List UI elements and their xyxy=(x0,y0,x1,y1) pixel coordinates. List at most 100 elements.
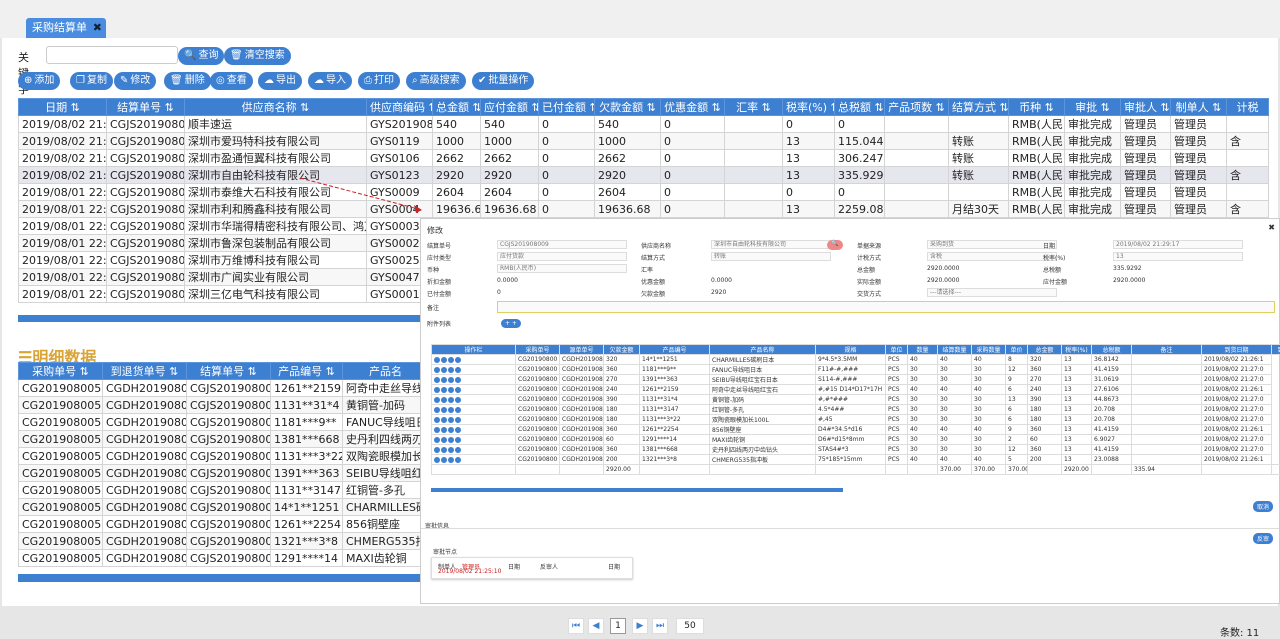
action-icon[interactable] xyxy=(455,397,461,403)
action-icon[interactable] xyxy=(434,357,440,363)
action-icon[interactable] xyxy=(448,447,454,453)
action-icon[interactable] xyxy=(441,387,447,393)
action-icon[interactable] xyxy=(448,457,454,463)
field-value[interactable]: ---请选择--- xyxy=(927,288,1057,297)
action-icon[interactable] xyxy=(448,367,454,373)
toolbar-button-3[interactable]: ✎修改 xyxy=(114,72,156,90)
action-icon[interactable] xyxy=(441,457,447,463)
column-header[interactable]: 源单单号 xyxy=(560,345,604,355)
column-header[interactable]: 总金额 ⇅ xyxy=(433,99,481,116)
detail-row[interactable]: CG201908005CGDH201908007CGJS201908009113… xyxy=(19,397,429,414)
column-header[interactable]: 单位 xyxy=(886,345,908,355)
add-attachment-button[interactable]: + + xyxy=(501,319,521,328)
table-row[interactable]: 2019/08/01 22:14CGJS201908008深圳市泰维大石科技有限… xyxy=(19,184,1269,201)
action-icon[interactable] xyxy=(455,407,461,413)
action-icon[interactable] xyxy=(434,437,440,443)
action-icon[interactable] xyxy=(448,417,454,423)
action-icon[interactable] xyxy=(455,427,461,433)
action-icon[interactable] xyxy=(455,367,461,373)
remark-input[interactable] xyxy=(497,301,1275,313)
table-row[interactable]: 2019/08/02 21:29CGJS201908009深圳市自由轮科技有限公… xyxy=(19,167,1269,184)
detail-scrollbar[interactable] xyxy=(18,574,428,582)
action-icon[interactable] xyxy=(448,407,454,413)
detail-row[interactable]: CG201908005CGDH201908006CGJS201908009126… xyxy=(19,516,429,533)
toolbar-button-9[interactable]: ⌕高级搜索 xyxy=(406,72,466,90)
column-header[interactable]: 产品名 xyxy=(343,363,429,380)
column-header[interactable]: 结算数量 xyxy=(938,345,972,355)
column-header[interactable]: 结算方式 ⇅ xyxy=(949,99,1009,116)
last-page-button[interactable]: ⏭ xyxy=(652,618,668,634)
column-header[interactable]: 欠款金额 ⇅ xyxy=(595,99,661,116)
action-icon[interactable] xyxy=(455,437,461,443)
action-icon[interactable] xyxy=(441,377,447,383)
column-header[interactable]: 已付金额 ⇅ xyxy=(539,99,595,116)
column-header[interactable]: 总税额 ⇅ xyxy=(835,99,885,116)
column-header[interactable]: 备注 xyxy=(1132,345,1202,355)
toolbar-button-4[interactable]: 🗑删除 xyxy=(164,72,211,90)
toolbar-button-7[interactable]: ☁导入 xyxy=(308,72,352,90)
action-icon[interactable] xyxy=(434,377,440,383)
column-header[interactable]: 供应商编码 ⇅ xyxy=(367,99,433,116)
column-header[interactable]: 到货 xyxy=(1272,345,1280,355)
column-header[interactable]: 欠款金额 xyxy=(604,345,640,355)
column-header[interactable]: 制单人 ⇅ xyxy=(1171,99,1227,116)
field-value[interactable]: 13 xyxy=(1113,252,1243,261)
field-value[interactable]: 含税 xyxy=(927,252,1057,261)
close-icon[interactable]: ✖ xyxy=(1268,223,1275,232)
prev-page-button[interactable]: ◀ xyxy=(588,618,604,634)
table-row[interactable]: 2019/08/02 21:37CGJS201908012顺丰速运GYS2019… xyxy=(19,116,1269,133)
action-icon[interactable] xyxy=(455,387,461,393)
action-icon[interactable] xyxy=(448,397,454,403)
first-page-button[interactable]: ⏮ xyxy=(568,618,584,634)
column-header[interactable]: 到货日期 xyxy=(1202,345,1272,355)
action-icon[interactable] xyxy=(441,447,447,453)
action-icon[interactable] xyxy=(441,417,447,423)
action-icon[interactable] xyxy=(434,457,440,463)
page-size-select[interactable]: 50 xyxy=(676,618,704,634)
column-header[interactable]: 计税 xyxy=(1227,99,1269,116)
column-header[interactable]: 采购数量 xyxy=(972,345,1006,355)
action-icon[interactable] xyxy=(455,447,461,453)
column-header[interactable]: 采购单号 ⇅ xyxy=(19,363,103,380)
items-scrollbar[interactable] xyxy=(431,488,843,492)
tab-purchase-settlement[interactable]: 采购结算单✖ xyxy=(26,18,106,38)
column-header[interactable]: 税率(%) xyxy=(1062,345,1092,355)
action-icon[interactable] xyxy=(448,437,454,443)
field-value[interactable]: RMB(人民币) xyxy=(497,264,627,273)
clear-search-button[interactable]: 🗑清空搜索 xyxy=(224,47,291,65)
action-icon[interactable] xyxy=(434,427,440,433)
column-header[interactable]: 产品编号 xyxy=(640,345,710,355)
column-header[interactable]: 结算单号 ⇅ xyxy=(187,363,271,380)
table-row[interactable]: 2019/08/01 22:13CGJS201908007深圳市利和腾鑫科技有限… xyxy=(19,201,1269,218)
detail-row[interactable]: CG201908005CGDH201908006CGJS201908009113… xyxy=(19,448,429,465)
detail-row[interactable]: CG201908005CGDH201908007CGJS201908009126… xyxy=(19,380,429,397)
action-icon[interactable] xyxy=(441,397,447,403)
action-icon[interactable] xyxy=(441,367,447,373)
column-header[interactable]: 日期 ⇅ xyxy=(19,99,107,116)
field-value[interactable]: 深圳市自由轮科技有限公司 xyxy=(711,240,831,249)
detail-row[interactable]: CG201908005CGDH201908006CGJS201908009129… xyxy=(19,550,429,567)
search-input[interactable] xyxy=(46,46,178,64)
column-header[interactable]: 总税额 xyxy=(1092,345,1132,355)
column-header[interactable]: 币种 ⇅ xyxy=(1009,99,1065,116)
toolbar-button-10[interactable]: ✔批量操作 xyxy=(472,72,534,90)
action-icon[interactable] xyxy=(434,367,440,373)
table-row[interactable]: 2019/08/02 21:30CGJS201908010深圳市盈通恒翼科技有限… xyxy=(19,150,1269,167)
detail-row[interactable]: CG201908005CGDH201908006CGJS20190800914*… xyxy=(19,499,429,516)
action-icon[interactable] xyxy=(434,397,440,403)
column-header[interactable]: 单价 xyxy=(1006,345,1028,355)
reject-button[interactable]: 反审 xyxy=(1253,533,1273,544)
detail-row[interactable]: CG201908005CGDH201908006CGJS201908009113… xyxy=(19,482,429,499)
field-value[interactable]: 采购到货 xyxy=(927,240,1057,249)
toolbar-button-6[interactable]: ☁导出 xyxy=(258,72,302,90)
toolbar-button-1[interactable]: ⊕添加 xyxy=(18,72,60,90)
current-page[interactable]: 1 xyxy=(610,618,626,634)
action-icon[interactable] xyxy=(448,387,454,393)
